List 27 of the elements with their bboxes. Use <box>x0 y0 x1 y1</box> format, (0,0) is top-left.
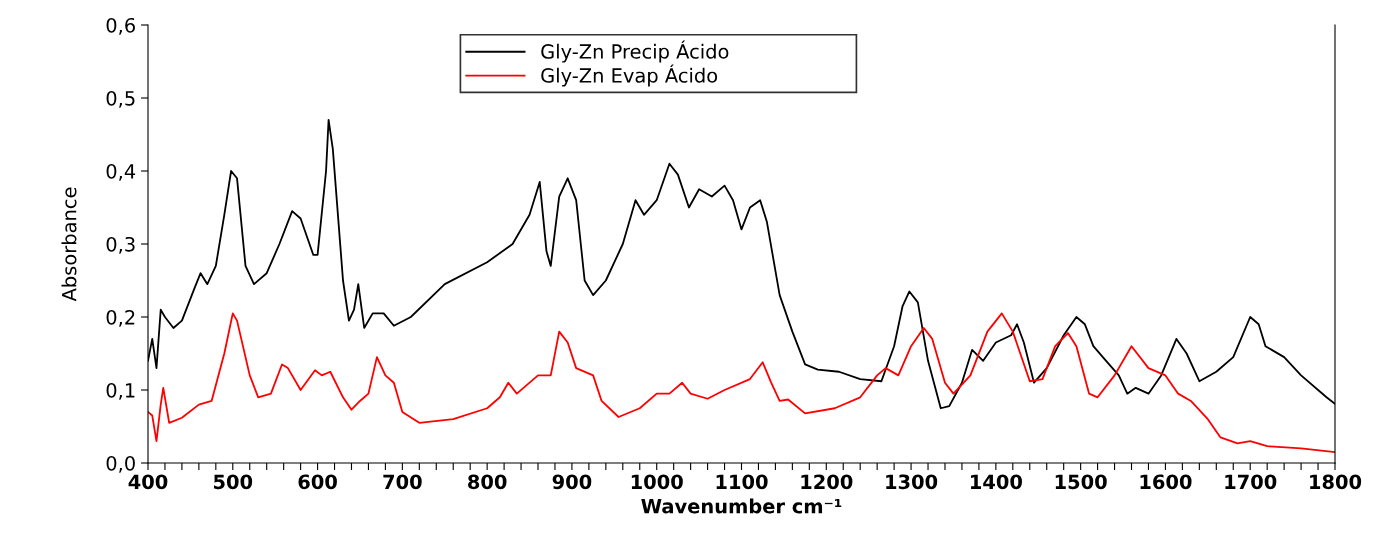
y-tick-label: 0,6 <box>106 17 135 35</box>
x-tick-label: 800 <box>468 474 507 490</box>
line-series <box>148 312 1335 453</box>
y-tick-label: 0,0 <box>106 455 135 473</box>
x-tick-label: 700 <box>383 474 422 490</box>
x-tick-label: 1400 <box>970 474 1022 490</box>
x-axis-title: Wavenumber cm⁻¹ <box>641 498 842 514</box>
y-axis-title: Absorbance <box>61 187 77 302</box>
x-tick-label: 1700 <box>1225 474 1277 490</box>
legend-label: Gly-Zn Evap Ácido <box>541 64 718 87</box>
x-tick-label: 1600 <box>1140 474 1192 490</box>
x-tick-label: 1300 <box>886 474 938 490</box>
x-tick-label: 600 <box>298 474 337 490</box>
x-tick-label: 400 <box>128 474 168 490</box>
y-tick-label: 0,2 <box>106 309 135 327</box>
x-tick-label: 1100 <box>716 474 768 490</box>
x-tick-label: 1800 <box>1310 474 1362 490</box>
y-tick-label: 0,4 <box>106 163 136 181</box>
y-tick-label: 0,5 <box>106 90 135 108</box>
x-tick-label: 1200 <box>801 474 853 490</box>
x-tick-label: 1000 <box>631 474 683 490</box>
y-tick-label: 0,3 <box>106 236 135 254</box>
x-tick-label: 1500 <box>1055 474 1107 490</box>
x-tick-label: 900 <box>552 474 592 490</box>
x-tick-label: 500 <box>213 474 253 490</box>
legend-label: Gly-Zn Precip Ácido <box>541 40 729 63</box>
y-tick-label: 0,1 <box>106 382 135 400</box>
